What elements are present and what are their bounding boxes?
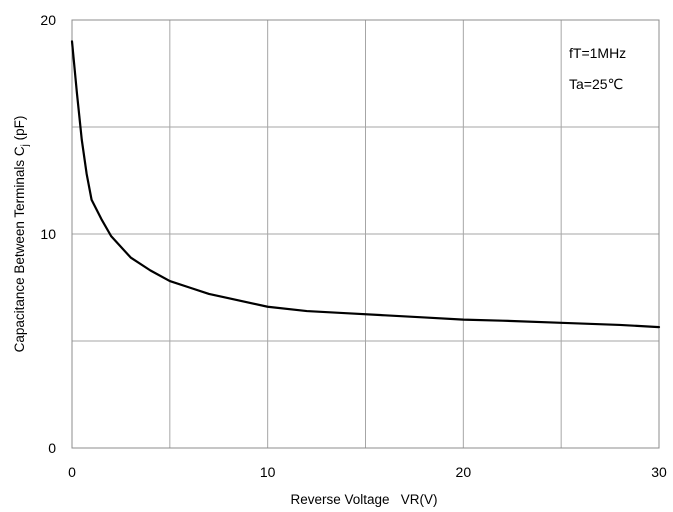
y-axis-label: Capacitance Between Terminals Cj (pF) — [12, 116, 31, 353]
y-axis-label-unit: (pF) — [12, 116, 27, 145]
y-tick-labels: 0 10 20 — [40, 12, 56, 456]
y-tick-label: 10 — [40, 226, 56, 242]
y-axis-label-subscript: j — [20, 144, 31, 147]
x-axis-label: Reverse Voltage VR(V) — [290, 492, 437, 507]
x-tick-label: 30 — [651, 464, 667, 480]
x-tick-label: 10 — [260, 464, 276, 480]
plot-frame — [71, 19, 660, 449]
y-tick-label: 0 — [48, 440, 56, 456]
x-tick-labels: 0 10 20 30 — [68, 464, 667, 480]
capacitance-curve — [70, 40, 661, 329]
x-tick-label: 20 — [456, 464, 472, 480]
y-axis-label-main: Capacitance Between Terminals C — [12, 146, 27, 352]
x-tick-label: 0 — [68, 464, 76, 480]
annotation-temperature: Ta=25℃ — [569, 76, 623, 92]
annotation-frequency: fT=1MHz — [569, 45, 626, 61]
y-tick-label: 20 — [40, 12, 56, 28]
